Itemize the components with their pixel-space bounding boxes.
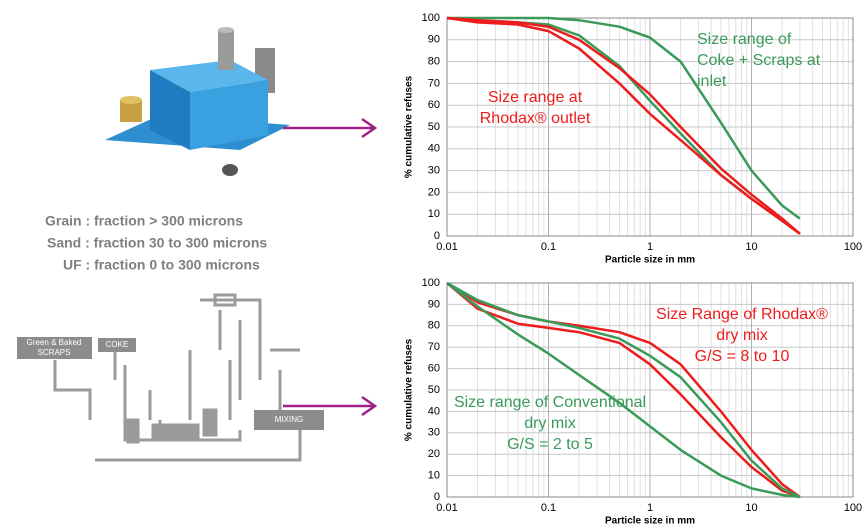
annotation: Coke + Scraps at [697, 52, 821, 69]
y-tick-label: 70 [428, 77, 440, 89]
x-tick-label: 0.1 [541, 502, 556, 514]
x-tick-label: 0.1 [541, 241, 556, 253]
y-tick-label: 20 [428, 186, 440, 198]
x-tick-label: 10 [745, 502, 757, 514]
plot-frame [446, 282, 854, 498]
x-axis-label: Particle size in mm [605, 255, 695, 266]
y-tick-label: 30 [428, 165, 440, 177]
data-line [446, 281, 801, 499]
plot-frame [446, 17, 854, 237]
y-tick-label: 0 [434, 230, 440, 242]
x-tick-label: 100 [844, 502, 862, 514]
annotation: Size range at [488, 89, 583, 106]
y-axis-label: % cumulative refuses [404, 75, 415, 178]
annotation: G/S = 8 to 10 [695, 348, 790, 365]
process-diagram [17, 293, 324, 462]
y-tick-label: 100 [422, 12, 440, 24]
x-tick-label: 0.01 [436, 241, 457, 253]
annotation: Rhodax® outlet [480, 110, 591, 127]
fraction-text: Grain : fraction > 300 microns [45, 213, 243, 229]
y-tick-label: 50 [428, 384, 440, 396]
y-tick-label: 60 [428, 99, 440, 111]
y-tick-label: 30 [428, 427, 440, 439]
annotation: Size range of [697, 31, 792, 48]
annotation: inlet [697, 73, 727, 90]
y-tick-label: 10 [428, 470, 440, 482]
annotation: Size range of Conventional [454, 394, 646, 411]
x-tick-label: 1 [647, 502, 653, 514]
fraction-text: UF : fraction 0 to 300 microns [63, 257, 260, 273]
y-tick-label: 20 [428, 448, 440, 460]
rhodax-machine [105, 27, 290, 176]
y-tick-label: 90 [428, 34, 440, 46]
scraps-label: SCRAPS [38, 348, 71, 357]
x-tick-label: 0.01 [436, 502, 457, 514]
annotation: Size Range of Rhodax® [656, 306, 828, 323]
x-tick-label: 100 [844, 241, 862, 253]
y-tick-label: 10 [428, 208, 440, 220]
y-tick-label: 50 [428, 121, 440, 133]
data-line [446, 282, 801, 499]
scraps-label: Green & Baked [27, 338, 82, 347]
annotation: dry mix [716, 327, 768, 344]
annotation: G/S = 2 to 5 [507, 436, 593, 453]
y-axis-label: % cumulative refuses [404, 338, 415, 441]
x-tick-label: 1 [647, 241, 653, 253]
y-tick-label: 100 [422, 277, 440, 289]
data-line [446, 282, 801, 499]
y-tick-label: 90 [428, 298, 440, 310]
y-tick-label: 40 [428, 143, 440, 155]
arrows [283, 117, 378, 417]
fraction-text: Sand : fraction 30 to 300 microns [47, 235, 267, 251]
coke-label: COKE [106, 340, 129, 349]
x-axis-label: Particle size in mm [605, 516, 695, 527]
y-tick-label: 60 [428, 363, 440, 375]
data-line [447, 16, 801, 220]
x-tick-label: 10 [745, 241, 757, 253]
y-tick-label: 80 [428, 320, 440, 332]
y-tick-label: 0 [434, 491, 440, 503]
y-tick-label: 70 [428, 341, 440, 353]
data-line [446, 16, 801, 235]
mixing-label: MIXING [275, 415, 303, 424]
y-tick-label: 40 [428, 405, 440, 417]
data-line [446, 16, 801, 235]
y-tick-label: 80 [428, 56, 440, 68]
annotation: dry mix [524, 415, 576, 432]
